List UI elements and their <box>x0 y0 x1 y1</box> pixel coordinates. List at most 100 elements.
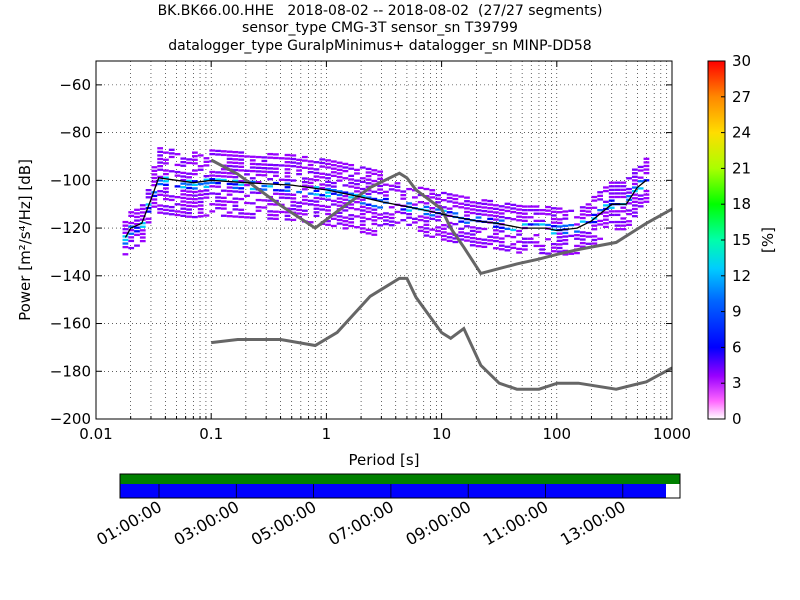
heatmap-cell <box>411 221 418 224</box>
heatmap-cell <box>203 178 210 181</box>
heatmap-cell <box>191 194 198 197</box>
heatmap-cell <box>163 158 169 161</box>
heatmap-cell <box>411 196 418 199</box>
heatmap-cell <box>429 214 436 217</box>
heatmap-cell <box>435 197 441 200</box>
heatmap-cell <box>354 215 360 218</box>
heatmap-cell <box>330 171 337 174</box>
heatmap-cell <box>464 239 470 242</box>
heatmap-cell <box>603 225 609 229</box>
x-tick-label: 0.01 <box>79 425 112 443</box>
heatmap-cell <box>533 212 540 215</box>
heatmap-cell <box>458 238 465 241</box>
heatmap-cell <box>296 205 302 208</box>
heatmap-cell <box>319 161 326 165</box>
heatmap-cell <box>238 197 245 201</box>
heatmap-cell <box>151 176 158 180</box>
heatmap-cell <box>261 199 268 202</box>
heatmap-cell <box>284 171 291 175</box>
heatmap-cell <box>145 206 152 210</box>
heatmap-cell <box>273 217 279 220</box>
heatmap-cell <box>371 208 378 211</box>
heatmap-cell <box>157 182 164 186</box>
heatmap-cell <box>220 214 227 217</box>
heatmap-cell <box>614 185 621 188</box>
heatmap-cell <box>180 186 187 189</box>
heatmap-cell <box>191 172 198 176</box>
heatmap-cell <box>330 174 337 178</box>
heatmap-cell <box>209 181 216 184</box>
y-tick-label: −140 <box>50 267 91 285</box>
heatmap-cell <box>417 226 424 229</box>
heatmap-cell <box>631 179 638 182</box>
heatmap-cell <box>550 217 557 221</box>
heatmap-cell <box>261 170 268 173</box>
heatmap-cell <box>377 217 384 220</box>
heatmap-cell <box>400 190 407 193</box>
colorbar-label: [%] <box>759 227 777 253</box>
heatmap-cell <box>342 166 349 169</box>
heatmap-cell <box>261 159 268 163</box>
heatmap-cell <box>406 209 412 212</box>
heatmap-cell <box>383 190 389 194</box>
heatmap-cell <box>464 225 470 228</box>
heatmap-cell <box>139 229 146 232</box>
heatmap-cell <box>464 221 470 224</box>
heatmap-cell <box>446 200 453 203</box>
heatmap-cell <box>620 195 627 199</box>
heatmap-cell <box>568 234 575 238</box>
heatmap-cell <box>157 175 164 179</box>
heatmap-cell <box>301 198 308 202</box>
heatmap-cell <box>238 151 245 154</box>
heatmap-cell <box>591 224 598 227</box>
heatmap-cell <box>209 203 216 206</box>
heatmap-cell <box>469 201 476 204</box>
heatmap-cell <box>186 215 192 218</box>
heatmap-cell <box>128 232 135 235</box>
heatmap-cell <box>134 226 140 229</box>
heatmap-cell <box>487 199 494 203</box>
heatmap-cell <box>215 199 221 203</box>
heatmap-cell <box>579 206 586 209</box>
heatmap-cell <box>249 212 256 216</box>
heatmap-cell <box>134 215 140 219</box>
heatmap-cell <box>354 193 360 197</box>
heatmap-cell <box>151 180 158 183</box>
heatmap-cell <box>516 229 522 233</box>
heatmap-cell <box>487 239 494 242</box>
heatmap-cell <box>620 210 627 213</box>
heatmap-cell <box>383 194 389 197</box>
heatmap-cell <box>220 175 227 178</box>
heatmap-cell <box>487 210 494 213</box>
heatmap-cell <box>197 182 204 186</box>
heatmap-cell <box>464 200 470 203</box>
heatmap-cell <box>574 234 580 237</box>
heatmap-cell <box>330 224 337 228</box>
heatmap-cell <box>249 162 256 166</box>
heatmap-cell <box>365 192 372 196</box>
heatmap-cell <box>122 224 129 227</box>
heatmap-cell <box>336 218 343 222</box>
heatmap-cell <box>197 200 204 204</box>
heatmap-cell <box>631 215 638 218</box>
heatmap-cell <box>388 206 395 209</box>
heatmap-cell <box>620 217 627 220</box>
heatmap-cell <box>267 199 274 202</box>
heatmap-cell <box>296 190 302 194</box>
heatmap-cell <box>330 189 337 192</box>
heatmap-cell <box>359 198 366 201</box>
availability-tick-label: 05:00:00 <box>248 497 320 549</box>
heatmap-cell <box>359 202 366 205</box>
heatmap-cell <box>307 199 314 202</box>
heatmap-cell <box>562 231 569 235</box>
heatmap-cell <box>481 202 488 206</box>
heatmap-cell <box>296 162 302 165</box>
heatmap-cell <box>637 169 644 172</box>
heatmap-cell <box>342 220 349 223</box>
heatmap-cell <box>139 225 146 228</box>
heatmap-cell <box>163 151 169 154</box>
heatmap-cell <box>475 245 482 248</box>
heatmap-cell <box>134 219 140 222</box>
heatmap-cell <box>608 210 615 213</box>
heatmap-cell <box>620 188 627 191</box>
